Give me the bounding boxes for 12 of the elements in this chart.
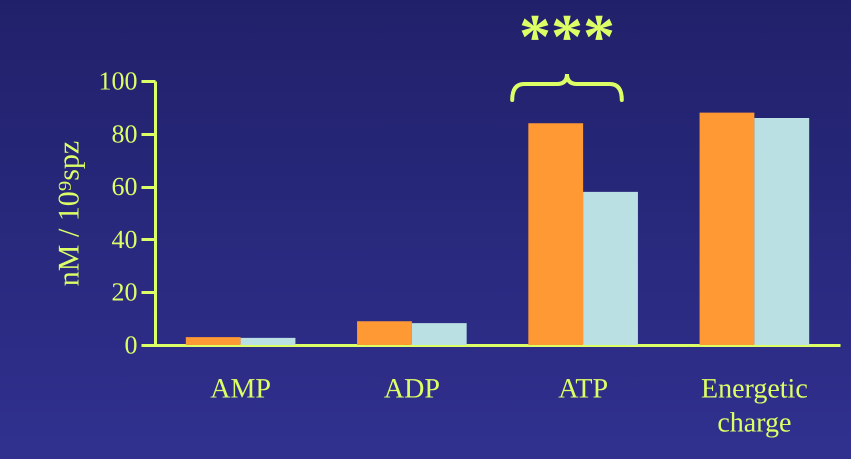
y-tick-label: 80 bbox=[112, 119, 138, 148]
y-tick-label: 40 bbox=[112, 224, 138, 254]
y-axis-title: nM / 10⁹spz bbox=[52, 140, 86, 286]
y-tick-label: 20 bbox=[112, 278, 138, 307]
x-tick-label: Energetic charge bbox=[700, 374, 808, 438]
text: *** bbox=[519, 1, 615, 72]
y-tick-label: 60 bbox=[112, 172, 138, 202]
y-tick-label: 0 bbox=[124, 330, 138, 360]
x-tick-label: ADP bbox=[384, 374, 440, 404]
x-tick-label: AMP bbox=[210, 374, 271, 404]
x-tick-label: ATP bbox=[558, 374, 608, 404]
y-tick-label: 100 bbox=[98, 66, 138, 96]
